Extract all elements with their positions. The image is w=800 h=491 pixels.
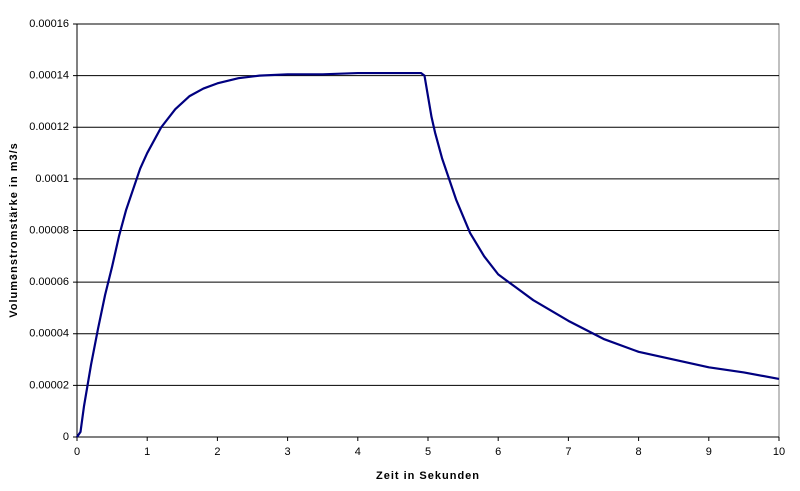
x-tick-label: 3 [285,446,291,458]
x-tick-label: 8 [636,446,642,458]
y-tick-label: 0.00014 [29,70,69,82]
x-tick-label: 7 [565,446,571,458]
y-tick-label: 0.00002 [29,379,69,391]
x-tick-label: 9 [706,446,712,458]
x-tick-label: 2 [214,446,220,458]
y-tick-label: 0.00006 [29,276,69,288]
x-tick-label: 5 [425,446,431,458]
x-tick-label: 4 [355,446,361,458]
x-tick-label: 6 [495,446,501,458]
x-tick-label: 10 [773,446,785,458]
y-tick-label: 0.00008 [29,224,69,236]
y-tick-label: 0.00016 [29,18,69,30]
x-tick-label: 0 [74,446,80,458]
y-tick-label: 0.00012 [29,121,69,133]
x-axis-label: Zeit in Sekunden [376,470,480,482]
x-tick-label: 1 [144,446,150,458]
y-axis-label: Volumenstromstärke in m3/s [8,142,20,318]
y-tick-label: 0 [63,431,69,443]
data-line [76,71,780,438]
y-tick-label: 0.00004 [29,328,69,340]
y-tick-label: 0.0001 [35,173,69,185]
